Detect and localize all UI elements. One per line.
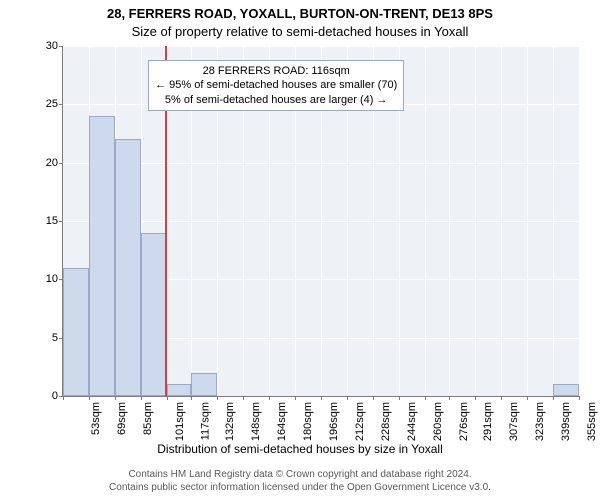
xtick-mark — [269, 396, 270, 400]
xtick-label: 323sqm — [534, 402, 546, 441]
plot-area: 28 FERRERS ROAD: 116sqm← 95% of semi-det… — [62, 46, 579, 397]
xtick-mark — [579, 396, 580, 400]
gridline-v — [449, 46, 450, 396]
chart-title-main: 28, FERRERS ROAD, YOXALL, BURTON-ON-TREN… — [0, 6, 600, 21]
xtick-mark — [89, 396, 90, 400]
xtick-label: 117sqm — [199, 402, 211, 440]
xtick-label: 101sqm — [174, 402, 186, 441]
gridline-v — [579, 46, 580, 396]
ytick-mark — [59, 163, 63, 164]
gridline-v — [475, 46, 476, 396]
xtick-mark — [449, 396, 450, 400]
annotation-line: 5% of semi-detached houses are larger (4… — [155, 93, 397, 107]
ytick-mark — [59, 46, 63, 47]
xtick-mark — [321, 396, 322, 400]
xtick-label: 132sqm — [224, 402, 236, 441]
ytick-label: 30 — [28, 40, 58, 52]
ytick-label: 20 — [28, 157, 58, 169]
xtick-mark — [373, 396, 374, 400]
xtick-mark — [115, 396, 116, 400]
gridline-v — [553, 46, 554, 396]
xtick-mark — [141, 396, 142, 400]
xtick-label: 276sqm — [458, 402, 470, 441]
annotation-box: 28 FERRERS ROAD: 116sqm← 95% of semi-det… — [148, 60, 404, 111]
ytick-label: 25 — [28, 98, 58, 110]
xtick-label: 69sqm — [116, 402, 128, 435]
histogram-bar — [167, 384, 191, 396]
histogram-bar — [553, 384, 579, 396]
xtick-mark — [399, 396, 400, 400]
histogram-bar — [115, 139, 141, 396]
xtick-label: 260sqm — [432, 402, 444, 441]
xtick-label: 307sqm — [508, 402, 520, 441]
xtick-label: 355sqm — [586, 402, 598, 441]
gridline-v — [501, 46, 502, 396]
histogram-bar — [141, 233, 167, 396]
footer-line2: Contains public sector information licen… — [0, 481, 600, 494]
xtick-label: 53sqm — [90, 402, 102, 435]
xtick-mark — [501, 396, 502, 400]
xtick-label: 164sqm — [276, 402, 288, 441]
ytick-mark — [59, 221, 63, 222]
xtick-label: 85sqm — [142, 402, 154, 435]
xtick-mark — [243, 396, 244, 400]
xtick-mark — [191, 396, 192, 400]
histogram-bar — [63, 268, 89, 396]
xtick-label: 228sqm — [380, 402, 392, 441]
xtick-label: 196sqm — [328, 402, 340, 441]
ytick-label: 5 — [28, 332, 58, 344]
xtick-mark — [553, 396, 554, 400]
histogram-chart: 28, FERRERS ROAD, YOXALL, BURTON-ON-TREN… — [0, 0, 600, 500]
gridline-v — [425, 46, 426, 396]
annotation-line: ← 95% of semi-detached houses are smalle… — [155, 78, 397, 92]
histogram-bar — [89, 116, 115, 396]
xtick-mark — [527, 396, 528, 400]
annotation-line: 28 FERRERS ROAD: 116sqm — [155, 64, 397, 78]
xtick-label: 212sqm — [354, 402, 366, 441]
chart-footer: Contains HM Land Registry data © Crown c… — [0, 468, 600, 494]
xtick-mark — [475, 396, 476, 400]
ytick-label: 10 — [28, 273, 58, 285]
xtick-label: 148sqm — [250, 402, 262, 441]
xtick-label: 339sqm — [560, 402, 572, 441]
xtick-mark — [347, 396, 348, 400]
xtick-mark — [167, 396, 168, 400]
xtick-mark — [425, 396, 426, 400]
xtick-label: 244sqm — [406, 402, 418, 441]
gridline-v — [527, 46, 528, 396]
xtick-mark — [295, 396, 296, 400]
x-axis-label: Distribution of semi-detached houses by … — [0, 442, 600, 456]
xtick-label: 291sqm — [482, 402, 494, 441]
chart-title-sub: Size of property relative to semi-detach… — [0, 24, 600, 39]
histogram-bar — [191, 373, 217, 396]
xtick-mark — [63, 396, 64, 400]
xtick-mark — [217, 396, 218, 400]
ytick-mark — [59, 104, 63, 105]
ytick-label: 15 — [28, 215, 58, 227]
xtick-label: 180sqm — [302, 402, 314, 441]
ytick-label: 0 — [28, 390, 58, 402]
footer-line1: Contains HM Land Registry data © Crown c… — [0, 468, 600, 481]
